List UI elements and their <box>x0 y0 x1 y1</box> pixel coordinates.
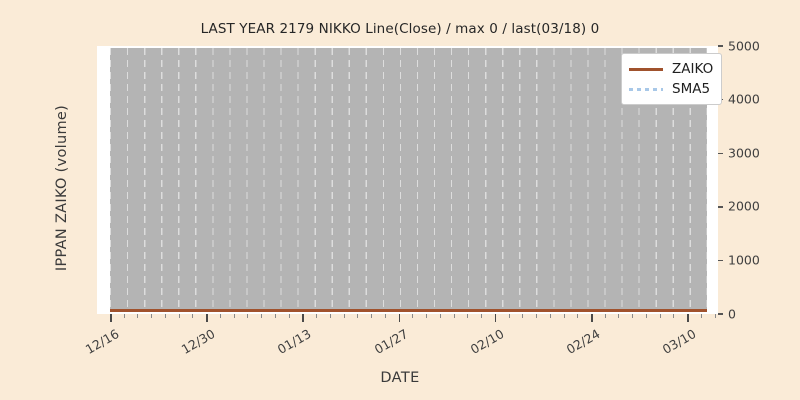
x-axis-minor-tick <box>178 314 180 318</box>
x-tick-label: 02/10 <box>467 326 507 358</box>
x-axis-minor-tick <box>371 314 373 318</box>
x-axis-minor-tick <box>522 314 524 318</box>
x-axis-minor-tick <box>481 314 483 318</box>
x-axis-minor-tick <box>219 314 221 318</box>
x-axis-minor-tick <box>604 314 606 318</box>
y-tick-mark <box>718 259 723 262</box>
y-tick-label: 1000 <box>728 252 760 268</box>
y-tick-mark <box>718 45 723 47</box>
x-axis-major-tick <box>591 314 593 322</box>
x-axis-minor-tick <box>577 314 579 318</box>
x-axis-minor-tick <box>384 314 386 318</box>
legend-label: ZAIKO <box>672 61 714 77</box>
legend-swatch-sma5-icon <box>629 83 663 95</box>
x-tick-label: 01/27 <box>371 326 411 358</box>
y-tick-mark <box>718 152 723 154</box>
x-tick-label: 12/30 <box>178 326 218 358</box>
x-axis-minor-tick <box>412 314 414 318</box>
y-tick-label: 5000 <box>728 38 760 53</box>
x-axis-minor-tick <box>508 314 510 318</box>
x-tick-label: 03/10 <box>659 326 699 358</box>
x-axis-minor-tick <box>714 314 716 318</box>
legend-item[interactable]: SMA5 <box>629 79 713 99</box>
x-tick-label: 02/24 <box>563 326 603 358</box>
x-axis-minor-tick <box>316 314 318 318</box>
y-tick-mark <box>718 206 723 208</box>
x-axis-minor-tick <box>123 314 125 318</box>
chart-title: LAST YEAR 2179 NIKKO Line(Close) / max 0… <box>200 21 600 37</box>
plot-area <box>110 48 707 312</box>
x-axis-minor-tick <box>329 314 331 318</box>
legend-item[interactable]: ZAIKO <box>629 59 713 79</box>
x-axis-minor-tick <box>288 314 290 318</box>
x-axis-major-tick <box>206 314 208 322</box>
x-axis-minor-tick <box>343 314 345 318</box>
x-axis-label: DATE <box>380 370 420 386</box>
x-axis-major-tick <box>302 314 304 322</box>
x-axis-minor-tick <box>192 314 194 318</box>
x-axis-minor-tick <box>164 314 166 318</box>
x-tick-label: 12/16 <box>82 326 122 358</box>
x-axis-minor-tick <box>274 314 276 318</box>
x-axis-minor-tick <box>439 314 441 318</box>
x-axis-minor-tick <box>453 314 455 318</box>
x-axis-major-tick <box>687 314 689 322</box>
x-axis-minor-tick <box>700 314 702 318</box>
chart-legend[interactable]: ZAIKO SMA5 <box>621 53 723 105</box>
y-axis-label: IPPAN ZAIKO (volume) <box>54 104 70 272</box>
x-axis-minor-tick <box>233 314 235 318</box>
x-axis-minor-tick <box>618 314 620 318</box>
y-tick-label: 0 <box>728 306 736 321</box>
x-axis-minor-tick <box>247 314 249 318</box>
x-tick-label: 01/13 <box>275 326 314 358</box>
y-tick-mark <box>718 313 723 315</box>
y-tick-label: 2000 <box>728 198 760 214</box>
x-axis-minor-tick <box>536 314 538 318</box>
x-axis-minor-tick <box>137 314 139 318</box>
x-axis-minor-tick <box>673 314 675 318</box>
x-axis: 12/16 12/30 01/13 01/27 02/10 02/24 03/10 <box>83 314 718 374</box>
x-axis-major-tick <box>398 314 401 322</box>
y-axis: 0 1000 2000 3000 4000 5000 <box>718 38 798 321</box>
x-axis-minor-tick <box>632 314 634 318</box>
x-axis-minor-tick <box>659 314 661 318</box>
x-axis-minor-tick <box>645 314 647 318</box>
x-axis-minor-tick <box>549 314 551 318</box>
x-axis-minor-tick <box>563 314 565 318</box>
y-tick-label: 3000 <box>728 145 760 161</box>
x-axis-minor-tick <box>357 314 359 318</box>
series-line-zaiko <box>110 309 707 312</box>
x-axis-minor-tick <box>151 314 153 318</box>
x-axis-minor-tick <box>467 314 469 318</box>
x-axis-major-tick <box>110 314 112 322</box>
y-tick-label: 4000 <box>728 91 760 107</box>
x-axis-minor-tick <box>261 314 263 318</box>
x-axis-minor-tick <box>426 314 428 318</box>
x-axis-major-tick <box>494 314 497 322</box>
chart-gridlines <box>110 48 707 312</box>
legend-swatch-zaiko-icon <box>629 63 663 75</box>
legend-label: SMA5 <box>672 81 711 97</box>
